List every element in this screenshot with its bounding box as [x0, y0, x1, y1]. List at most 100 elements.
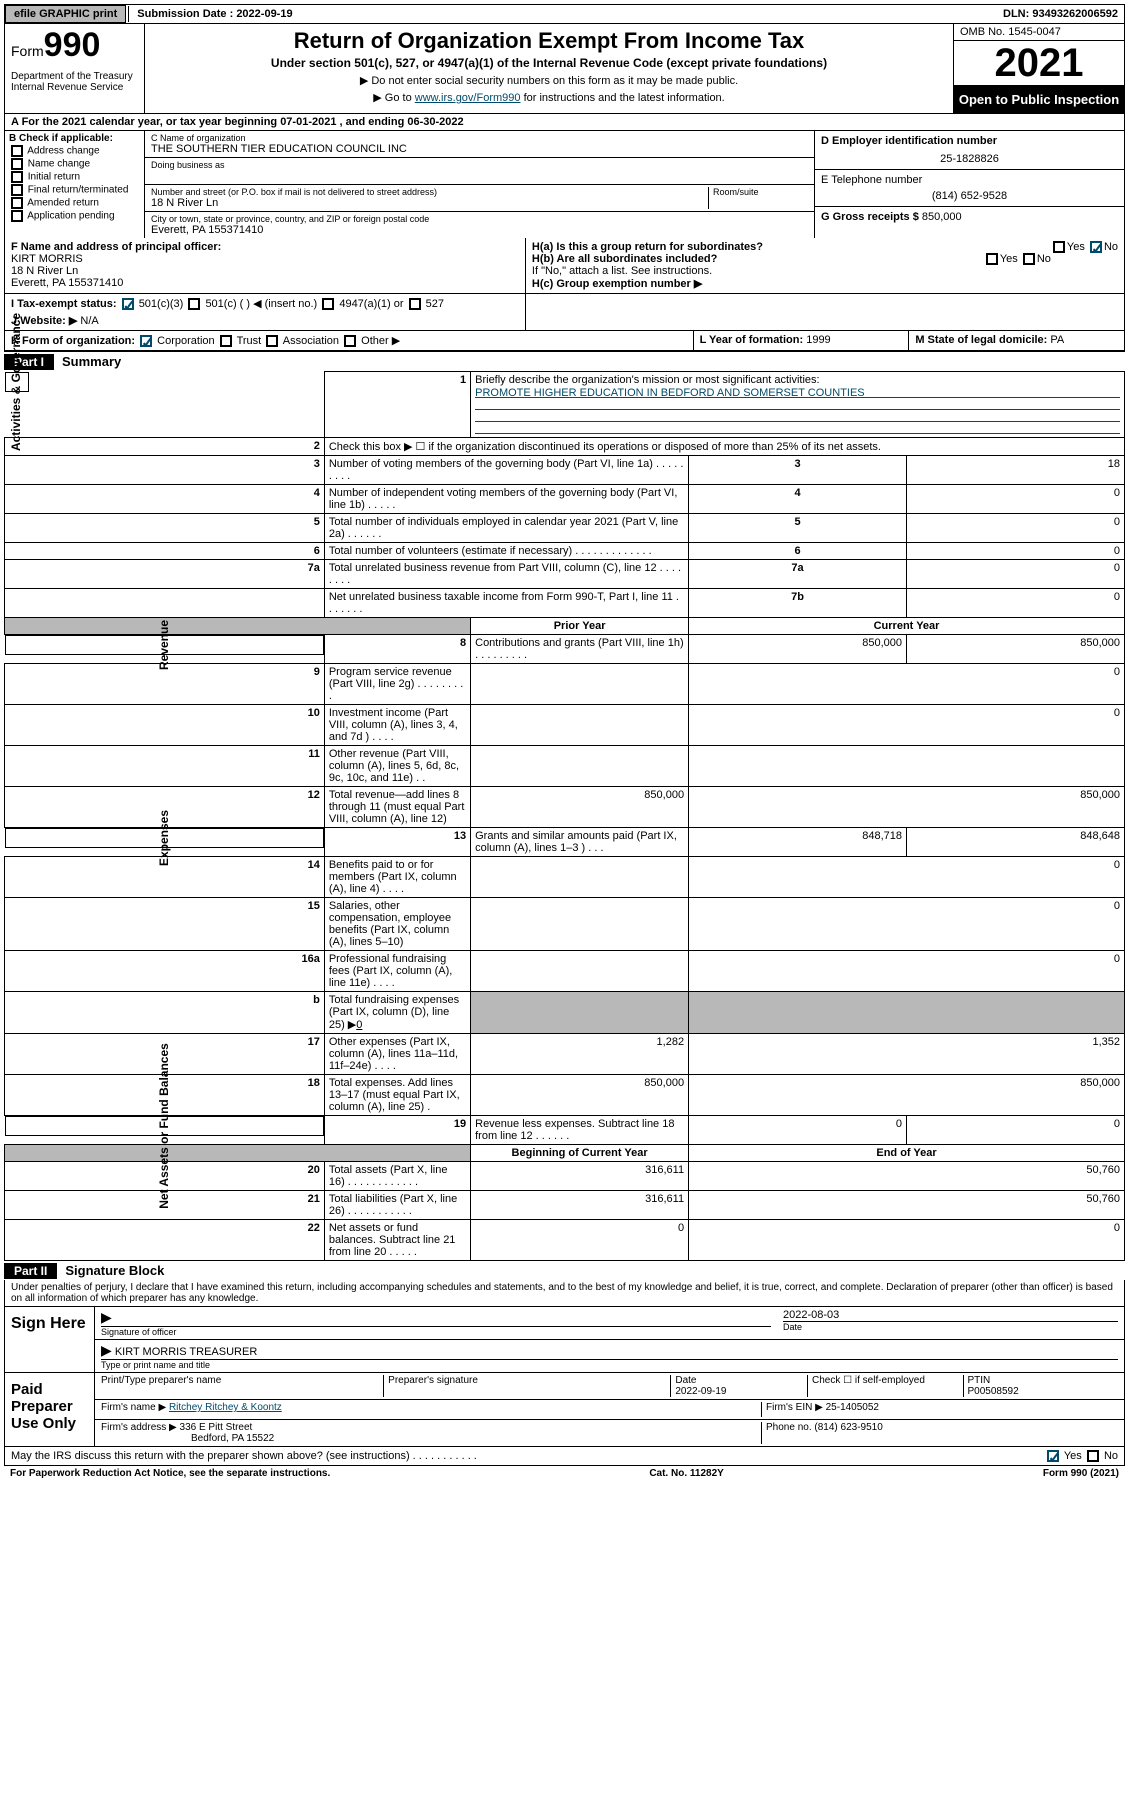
sig-officer-label: Signature of officer: [101, 1326, 771, 1337]
val7b: 0: [907, 589, 1125, 618]
line16b: Total fundraising expenses (Part IX, col…: [324, 992, 470, 1034]
note-ssn: ▶ Do not enter social security numbers o…: [151, 74, 947, 87]
line21: Total liabilities (Part X, line 26) . . …: [324, 1191, 470, 1220]
efile-print-button[interactable]: efile GRAPHIC print: [5, 5, 126, 23]
line1-label: Briefly describe the organization's miss…: [475, 374, 819, 386]
line10: Investment income (Part VIII, column (A)…: [324, 705, 470, 746]
check-name[interactable]: Name change: [9, 158, 140, 170]
phone-label: E Telephone number: [821, 174, 922, 186]
side-expenses: Expenses: [157, 810, 171, 866]
top-bar: efile GRAPHIC print Submission Date : 20…: [4, 4, 1125, 24]
line7a: Total unrelated business revenue from Pa…: [324, 560, 688, 589]
dln: DLN: 93493262006592: [997, 6, 1124, 22]
ptin: P00508592: [968, 1386, 1019, 1397]
sig-date: 2022-08-03: [783, 1309, 1118, 1321]
line20: Total assets (Part X, line 16) . . . . .…: [324, 1162, 470, 1191]
row-a-tax-year: A For the 2021 calendar year, or tax yea…: [4, 114, 1125, 131]
firm-addr2: Bedford, PA 15522: [191, 1433, 274, 1444]
section-b: B Check if applicable: Address change Na…: [5, 131, 145, 238]
tax-year: 2021: [954, 41, 1124, 86]
firm-ein: 25-1405052: [826, 1402, 879, 1413]
signature-block: Under penalties of perjury, I declare th…: [4, 1280, 1125, 1466]
side-net-assets: Net Assets or Fund Balances: [157, 1043, 171, 1209]
street-address: 18 N River Ln: [151, 197, 708, 209]
summary-table: Activities & Governance 1 Briefly descri…: [4, 371, 1125, 1261]
form-org-label: K Form of organization:: [11, 335, 135, 347]
check-address[interactable]: Address change: [9, 145, 140, 157]
officer-name: KIRT MORRIS: [11, 253, 83, 265]
firm-name[interactable]: Ritchey Ritchey & Koontz: [169, 1402, 282, 1413]
line12: Total revenue—add lines 8 through 11 (mu…: [324, 787, 470, 828]
line3: Number of voting members of the governin…: [324, 456, 688, 485]
line8: Contributions and grants (Part VIII, lin…: [471, 635, 689, 664]
val7a: 0: [907, 560, 1125, 589]
org-name-label: C Name of organization: [151, 133, 808, 143]
val3: 18: [907, 456, 1125, 485]
check-527[interactable]: [409, 298, 421, 310]
check-4947[interactable]: [322, 298, 334, 310]
paid-preparer-label: Paid Preparer Use Only: [5, 1373, 95, 1446]
part1-header: Part I Summary: [4, 351, 1125, 371]
firm-name-label: Firm's name ▶: [101, 1402, 166, 1413]
line16a: Professional fundraising fees (Part IX, …: [324, 951, 470, 992]
check-final[interactable]: Final return/terminated: [9, 184, 140, 196]
end-year-header: End of Year: [876, 1147, 936, 1159]
firm-phone: (814) 623-9510: [814, 1422, 882, 1433]
form-header: Form990 Department of the Treasury Inter…: [4, 24, 1125, 114]
current-year-header: Current Year: [874, 620, 940, 632]
gross-label: G Gross receipts $: [821, 211, 919, 223]
firm-addr1: 336 E Pitt Street: [180, 1422, 253, 1433]
check-initial[interactable]: Initial return: [9, 171, 140, 183]
check-trust[interactable]: [220, 335, 232, 347]
gross-receipts: 850,000: [922, 211, 962, 223]
line15: Salaries, other compensation, employee b…: [324, 898, 470, 951]
part2-header: Part II Signature Block: [4, 1261, 1125, 1280]
line7b: Net unrelated business taxable income fr…: [324, 589, 688, 618]
discuss-yes[interactable]: [1047, 1450, 1059, 1462]
side-activities: Activities & Governance: [10, 313, 24, 451]
check-self-employed: Check ☐ if self-employed: [807, 1375, 962, 1397]
check-501c[interactable]: [188, 298, 200, 310]
prep-sig-label: Preparer's signature: [383, 1375, 670, 1397]
prior-year-header: Prior Year: [554, 620, 606, 632]
line6: Total number of volunteers (estimate if …: [324, 543, 688, 560]
line19: Revenue less expenses. Subtract line 18 …: [471, 1116, 689, 1145]
line18: Total expenses. Add lines 13–17 (must eq…: [324, 1075, 470, 1116]
line5: Total number of individuals employed in …: [324, 514, 688, 543]
sign-here-label: Sign Here: [5, 1307, 95, 1372]
discuss-no[interactable]: [1087, 1450, 1099, 1462]
perjury-declaration: Under penalties of perjury, I declare th…: [5, 1280, 1124, 1306]
check-pending[interactable]: Application pending: [9, 210, 140, 222]
cat-no: Cat. No. 11282Y: [649, 1468, 723, 1479]
line4: Number of independent voting members of …: [324, 485, 688, 514]
check-501c3[interactable]: [122, 298, 134, 310]
section-bcde: B Check if applicable: Address change Na…: [4, 131, 1125, 238]
name-arrow-icon: ▶: [101, 1342, 112, 1358]
line22: Net assets or fund balances. Subtract li…: [324, 1220, 470, 1261]
omb-number: OMB No. 1545-0047: [954, 24, 1124, 41]
line13: Grants and similar amounts paid (Part IX…: [471, 828, 689, 857]
prep-date: 2022-09-19: [675, 1386, 726, 1397]
tax-status-label: I Tax-exempt status:: [11, 298, 117, 310]
firm-addr-label: Firm's address ▶: [101, 1422, 177, 1433]
check-corp[interactable]: [140, 335, 152, 347]
submission-date: Submission Date : 2022-09-19: [128, 6, 300, 22]
ein-label: D Employer identification number: [821, 135, 997, 147]
sig-date-label: Date: [783, 1321, 1118, 1332]
check-assoc[interactable]: [266, 335, 278, 347]
check-other[interactable]: [344, 335, 356, 347]
irs-link[interactable]: www.irs.gov/Form990: [415, 92, 521, 104]
open-to-public: Open to Public Inspection: [954, 86, 1124, 113]
website: N/A: [80, 315, 98, 327]
street-label: Number and street (or P.O. box if mail i…: [151, 187, 708, 197]
line17: Other expenses (Part IX, column (A), lin…: [324, 1034, 470, 1075]
check-amended[interactable]: Amended return: [9, 197, 140, 209]
form-title: Return of Organization Exempt From Incom…: [151, 28, 947, 54]
officer-label: F Name and address of principal officer:: [11, 241, 221, 253]
line14: Benefits paid to or for members (Part IX…: [324, 857, 470, 898]
hb-note: If "No," attach a list. See instructions…: [532, 265, 1118, 277]
form-number: Form990: [11, 26, 138, 65]
note-link: ▶ Go to www.irs.gov/Form990 for instruct…: [151, 91, 947, 104]
line11: Other revenue (Part VIII, column (A), li…: [324, 746, 470, 787]
form-ref: Form 990 (2021): [1043, 1468, 1119, 1479]
